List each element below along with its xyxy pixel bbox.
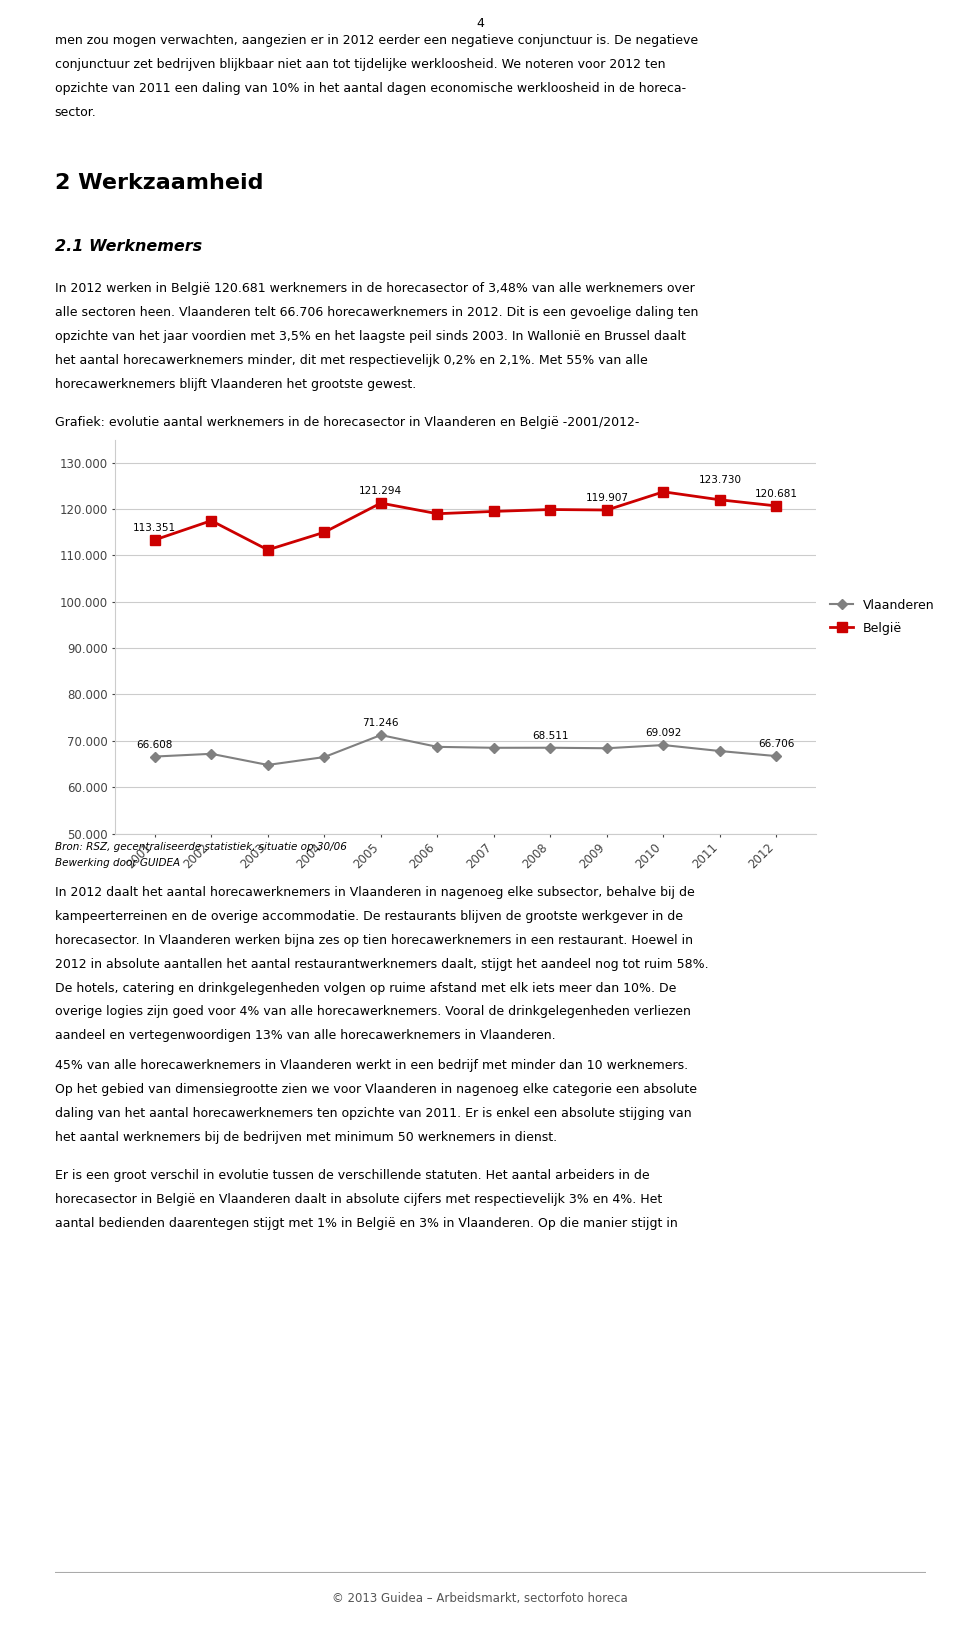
Text: De hotels, catering en drinkgelegenheden volgen op ruime afstand met elk iets me: De hotels, catering en drinkgelegenheden… <box>55 982 676 995</box>
Text: 69.092: 69.092 <box>645 728 682 737</box>
Legend: Vlaanderen, België: Vlaanderen, België <box>826 594 940 640</box>
Text: 119.907: 119.907 <box>586 493 629 503</box>
Text: 113.351: 113.351 <box>133 523 177 532</box>
Text: conjunctuur zet bedrijven blijkbaar niet aan tot tijdelijke werkloosheid. We not: conjunctuur zet bedrijven blijkbaar niet… <box>55 59 665 72</box>
Text: 68.511: 68.511 <box>532 731 568 741</box>
Text: 121.294: 121.294 <box>359 487 402 497</box>
Text: horecasector. In Vlaanderen werken bijna zes op tien horecawerknemers in een res: horecasector. In Vlaanderen werken bijna… <box>55 933 693 946</box>
Text: Bewerking door GUIDEA: Bewerking door GUIDEA <box>55 858 180 868</box>
Text: 66.706: 66.706 <box>758 739 795 749</box>
Text: 4: 4 <box>476 16 484 29</box>
Text: Grafiek: evolutie aantal werknemers in de horecasector in Vlaanderen en België -: Grafiek: evolutie aantal werknemers in d… <box>55 415 639 428</box>
Text: kampeerterreinen en de overige accommodatie. De restaurants blijven de grootste : kampeerterreinen en de overige accommoda… <box>55 910 683 923</box>
Text: horecasector in België en Vlaanderen daalt in absolute cijfers met respectieveli: horecasector in België en Vlaanderen daa… <box>55 1193 662 1206</box>
Text: alle sectoren heen. Vlaanderen telt 66.706 horecawerknemers in 2012. Dit is een : alle sectoren heen. Vlaanderen telt 66.7… <box>55 306 698 319</box>
Text: 2012 in absolute aantallen het aantal restaurantwerknemers daalt, stijgt het aan: 2012 in absolute aantallen het aantal re… <box>55 957 708 970</box>
Text: In 2012 daalt het aantal horecawerknemers in Vlaanderen in nagenoeg elke subsect: In 2012 daalt het aantal horecawerknemer… <box>55 886 694 899</box>
Text: het aantal werknemers bij de bedrijven met minimum 50 werknemers in dienst.: het aantal werknemers bij de bedrijven m… <box>55 1131 557 1144</box>
Text: 120.681: 120.681 <box>755 488 798 500</box>
Text: Op het gebied van dimensiegrootte zien we voor Vlaanderen in nagenoeg elke categ: Op het gebied van dimensiegrootte zien w… <box>55 1083 697 1096</box>
Text: men zou mogen verwachten, aangezien er in 2012 eerder een negatieve conjunctuur : men zou mogen verwachten, aangezien er i… <box>55 34 698 47</box>
Text: Bron: RSZ, gecentraliseerde statistiek, situatie op 30/06: Bron: RSZ, gecentraliseerde statistiek, … <box>55 842 347 851</box>
Text: aantal bedienden daarentegen stijgt met 1% in België en 3% in Vlaanderen. Op die: aantal bedienden daarentegen stijgt met … <box>55 1216 678 1229</box>
Text: Er is een groot verschil in evolutie tussen de verschillende statuten. Het aanta: Er is een groot verschil in evolutie tus… <box>55 1169 649 1182</box>
Text: horecawerknemers blijft Vlaanderen het grootste gewest.: horecawerknemers blijft Vlaanderen het g… <box>55 378 416 391</box>
Text: 2 Werkzaamheid: 2 Werkzaamheid <box>55 173 263 192</box>
Text: opzichte van het jaar voordien met 3,5% en het laagste peil sinds 2003. In Wallo: opzichte van het jaar voordien met 3,5% … <box>55 329 685 342</box>
Text: 45% van alle horecawerknemers in Vlaanderen werkt in een bedrijf met minder dan : 45% van alle horecawerknemers in Vlaande… <box>55 1060 688 1071</box>
Text: het aantal horecawerknemers minder, dit met respectievelijk 0,2% en 2,1%. Met 55: het aantal horecawerknemers minder, dit … <box>55 353 647 366</box>
Text: 66.608: 66.608 <box>136 739 173 749</box>
Text: 71.246: 71.246 <box>363 718 399 728</box>
Text: daling van het aantal horecawerknemers ten opzichte van 2011. Er is enkel een ab: daling van het aantal horecawerknemers t… <box>55 1107 691 1120</box>
Text: In 2012 werken in België 120.681 werknemers in de horecasector of 3,48% van alle: In 2012 werken in België 120.681 werknem… <box>55 282 694 295</box>
Text: 123.730: 123.730 <box>699 475 741 485</box>
Text: 2.1 Werknemers: 2.1 Werknemers <box>55 239 202 254</box>
Text: aandeel en vertegenwoordigen 13% van alle horecawerknemers in Vlaanderen.: aandeel en vertegenwoordigen 13% van all… <box>55 1029 555 1042</box>
Text: opzichte van 2011 een daling van 10% in het aantal dagen economische werklooshei: opzichte van 2011 een daling van 10% in … <box>55 81 685 94</box>
Text: sector.: sector. <box>55 106 96 119</box>
Text: © 2013 Guidea – Arbeidsmarkt, sectorfoto horeca: © 2013 Guidea – Arbeidsmarkt, sectorfoto… <box>332 1592 628 1605</box>
Text: overige logies zijn goed voor 4% van alle horecawerknemers. Vooral de drinkgeleg: overige logies zijn goed voor 4% van all… <box>55 1006 690 1019</box>
